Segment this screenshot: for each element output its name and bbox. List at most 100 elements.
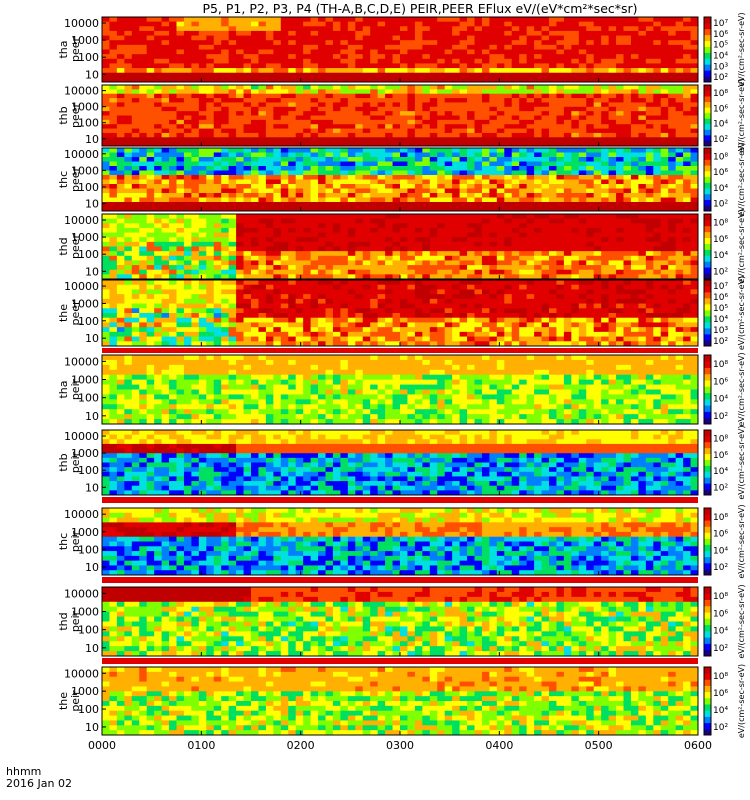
heatmap-cell bbox=[146, 17, 155, 23]
heatmap-cell bbox=[139, 294, 148, 300]
heatmap-cell bbox=[690, 85, 699, 90]
heatmap-cell bbox=[504, 214, 513, 220]
heatmap-cell bbox=[452, 124, 460, 129]
heatmap-cell bbox=[251, 260, 259, 266]
heatmap-cell bbox=[593, 148, 602, 153]
heatmap-cell bbox=[645, 128, 654, 134]
heatmap-cell bbox=[176, 115, 185, 121]
heatmap-cell bbox=[116, 68, 125, 74]
heatmap-cell bbox=[295, 157, 304, 162]
heatmap-cell bbox=[370, 188, 379, 194]
heatmap-cell bbox=[690, 128, 699, 134]
heatmap-cell bbox=[332, 63, 341, 69]
heatmap-cell bbox=[504, 170, 513, 176]
heatmap-cell bbox=[191, 289, 200, 295]
heatmap-cell bbox=[131, 280, 140, 286]
heatmap-cell bbox=[191, 40, 200, 46]
heatmap-cell bbox=[273, 102, 282, 108]
heatmap-cell bbox=[668, 265, 677, 271]
heatmap-cell bbox=[161, 303, 170, 309]
heatmap-cell bbox=[452, 148, 460, 153]
heatmap-cell bbox=[467, 40, 475, 46]
heatmap-cell bbox=[258, 21, 267, 27]
heatmap-cell bbox=[638, 119, 647, 125]
heatmap-cell bbox=[504, 223, 513, 229]
y-tick-label: 100 bbox=[78, 117, 99, 130]
heatmap-cell bbox=[526, 89, 535, 95]
heatmap-cell bbox=[489, 89, 498, 95]
heatmap-cell bbox=[645, 170, 654, 176]
heatmap-cell bbox=[660, 63, 669, 69]
heatmap-cell bbox=[355, 132, 364, 138]
heatmap-cell bbox=[251, 141, 259, 147]
heatmap-cell bbox=[139, 341, 148, 347]
heatmap-cell bbox=[690, 227, 699, 233]
heatmap-cell bbox=[154, 303, 162, 309]
heatmap-cell bbox=[429, 188, 438, 194]
heatmap-cell bbox=[630, 26, 639, 32]
heatmap-cell bbox=[623, 161, 632, 167]
heatmap-cell bbox=[660, 111, 669, 116]
heatmap-cell bbox=[183, 280, 192, 286]
heatmap-cell bbox=[236, 30, 244, 36]
heatmap-cell bbox=[213, 102, 222, 108]
heatmap-cell bbox=[519, 170, 528, 176]
heatmap-cell bbox=[347, 68, 356, 74]
heatmap-cell bbox=[102, 148, 110, 153]
heatmap-cell bbox=[347, 193, 356, 198]
heatmap-cell bbox=[362, 193, 371, 198]
heatmap-cell bbox=[444, 111, 453, 116]
heatmap-cell bbox=[608, 148, 617, 153]
heatmap-cell bbox=[489, 166, 498, 171]
heatmap-cell bbox=[347, 93, 356, 99]
heatmap-cell bbox=[236, 327, 244, 333]
heatmap-cell bbox=[452, 132, 460, 138]
heatmap-cell bbox=[221, 170, 230, 176]
heatmap-cell bbox=[280, 89, 289, 95]
heatmap-cell bbox=[169, 223, 177, 229]
heatmap-cell bbox=[258, 206, 267, 212]
heatmap-cell bbox=[102, 166, 110, 171]
heatmap-cell bbox=[541, 246, 550, 252]
heatmap-cell bbox=[251, 232, 259, 238]
heatmap-cell bbox=[355, 179, 364, 185]
heatmap-cell bbox=[124, 141, 133, 147]
heatmap-cell bbox=[422, 241, 431, 247]
heatmap-cell bbox=[660, 35, 669, 41]
heatmap-cell bbox=[295, 251, 304, 257]
heatmap-cell bbox=[534, 223, 542, 229]
heatmap-cell bbox=[183, 294, 192, 300]
heatmap-cell bbox=[169, 102, 177, 108]
heatmap-cell bbox=[526, 170, 535, 176]
heatmap-cell bbox=[116, 148, 125, 153]
heatmap-cell bbox=[303, 260, 311, 266]
heatmap-cell bbox=[549, 111, 557, 116]
heatmap-cell bbox=[407, 98, 416, 103]
heatmap-cell bbox=[668, 223, 677, 229]
heatmap-cell bbox=[623, 246, 632, 252]
heatmap-cell bbox=[198, 227, 207, 233]
heatmap-cell bbox=[496, 246, 505, 252]
heatmap-cell bbox=[504, 30, 513, 36]
heatmap-cell bbox=[154, 202, 162, 207]
heatmap-cell bbox=[213, 30, 222, 36]
heatmap-cell bbox=[154, 119, 162, 125]
heatmap-cell bbox=[288, 30, 297, 36]
heatmap-cell bbox=[444, 265, 453, 271]
heatmap-cell bbox=[303, 161, 311, 167]
heatmap-cell bbox=[191, 341, 200, 347]
heatmap-cell bbox=[675, 237, 684, 243]
colorbar-swatch bbox=[704, 46, 711, 53]
heatmap-cell bbox=[221, 289, 230, 295]
heatmap-cell bbox=[362, 102, 371, 108]
heatmap-cell bbox=[630, 179, 639, 185]
heatmap-cell bbox=[459, 246, 468, 252]
heatmap-cell bbox=[258, 218, 267, 224]
heatmap-cell bbox=[102, 232, 110, 238]
heatmap-cell bbox=[586, 170, 595, 176]
heatmap-cell bbox=[243, 202, 252, 207]
heatmap-cell bbox=[690, 132, 699, 138]
heatmap-cell bbox=[534, 63, 542, 69]
heatmap-cell bbox=[154, 93, 162, 99]
